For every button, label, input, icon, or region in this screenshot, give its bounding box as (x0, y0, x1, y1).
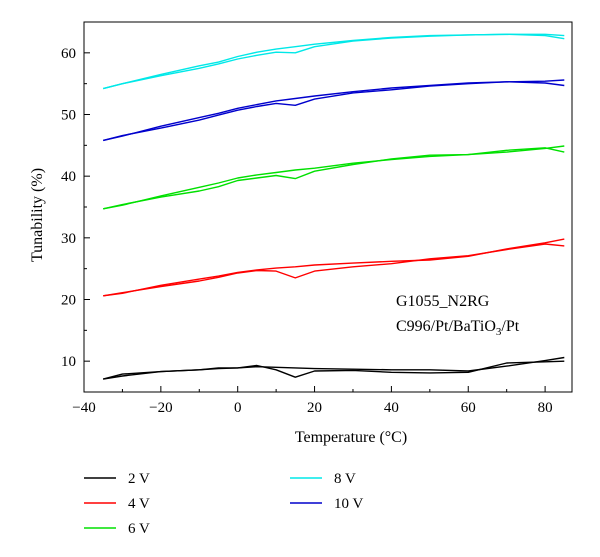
annotation-stack-suffix: /Pt (501, 318, 519, 335)
y-tick-label: 20 (61, 293, 76, 309)
series-line-cooling (103, 81, 565, 142)
x-tick-label: −40 (72, 400, 95, 416)
legend-item: 4 V (84, 496, 150, 512)
legend-label: 10 V (334, 496, 363, 512)
x-tick-label: 60 (461, 400, 476, 416)
series-lines (103, 33, 565, 380)
series-line-cooling (103, 33, 565, 90)
y-tick-label: 10 (61, 354, 76, 370)
series-line-cooling (103, 243, 565, 297)
series-line-cooling (103, 147, 565, 210)
series-line-heating (103, 79, 565, 142)
legend-item: 10 V (290, 496, 363, 512)
y-axis-ticks: 10 20 30 40 50 60 (61, 21, 90, 393)
x-axis-label: Temperature (°C) (295, 429, 407, 446)
x-tick-label: −20 (149, 400, 172, 416)
y-axis-label: Tunability (%) (29, 168, 46, 262)
x-tick-label: 0 (234, 400, 242, 416)
x-tick-label: 40 (384, 400, 399, 416)
annotation-sample-id: G1055_N2RG (396, 293, 490, 310)
series-8v (103, 33, 565, 90)
legend: 2 V 4 V 6 V 8 V 10 V (84, 471, 363, 537)
x-tick-label: 80 (538, 400, 553, 416)
y-tick-label: 40 (61, 169, 76, 185)
series-line-heating (103, 356, 565, 380)
annotation-stack: C996/Pt/BaTiO3/Pt (396, 318, 520, 338)
legend-label: 2 V (128, 471, 150, 487)
series-line-heating (103, 145, 565, 210)
annotation-stack-prefix: C996/Pt/BaTiO (396, 318, 496, 335)
legend-label: 6 V (128, 521, 150, 537)
legend-label: 8 V (334, 471, 356, 487)
series-10v (103, 79, 565, 142)
annotation-stack-subscript: 3 (496, 326, 502, 338)
series-6v (103, 145, 565, 210)
series-4v (103, 238, 565, 297)
series-line-heating (103, 33, 565, 90)
series-line-heating (103, 238, 565, 297)
legend-item: 8 V (290, 471, 356, 487)
x-tick-label: 20 (307, 400, 322, 416)
legend-item: 2 V (84, 471, 150, 487)
legend-item: 6 V (84, 521, 150, 537)
y-tick-label: 30 (61, 231, 76, 247)
legend-label: 4 V (128, 496, 150, 512)
y-tick-label: 60 (61, 46, 76, 62)
series-line-cooling (103, 360, 565, 380)
y-tick-label: 50 (61, 108, 76, 124)
plot-area: −40 −20 0 20 40 60 80 10 20 30 40 50 60 (61, 21, 573, 416)
x-axis-ticks: −40 −20 0 20 40 60 80 (72, 386, 553, 416)
series-2v (103, 356, 565, 380)
